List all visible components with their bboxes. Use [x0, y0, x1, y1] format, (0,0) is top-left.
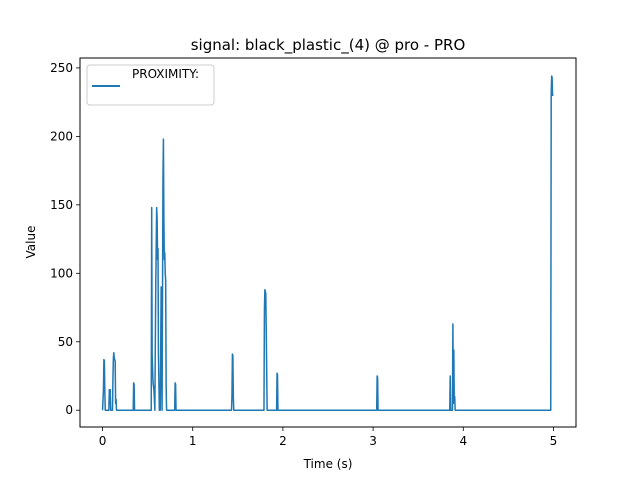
x-tick-label: 0	[99, 434, 107, 448]
y-tick-label: 250	[50, 61, 73, 75]
x-tick-label: 4	[459, 434, 467, 448]
y-axis: 0 50 100 150 200 250	[50, 61, 80, 417]
y-tick-label: 200	[50, 129, 73, 143]
x-axis-label: Time (s)	[303, 457, 353, 471]
y-tick-label: 50	[58, 335, 73, 349]
y-tick-label: 100	[50, 266, 73, 280]
axes-frame	[79, 57, 577, 428]
x-tick-label: 5	[550, 434, 558, 448]
legend-box	[86, 64, 215, 106]
x-axis: 0 1 2 3 4 5	[99, 427, 558, 448]
chart-title: signal: black_plastic_(4) @ pro - PRO	[191, 36, 466, 55]
x-tick-label: 3	[369, 434, 377, 448]
y-tick-label: 0	[65, 403, 73, 417]
plot-area	[101, 75, 554, 411]
x-tick-label: 1	[189, 434, 197, 448]
y-tick-label: 150	[50, 198, 73, 212]
series-line-0	[101, 75, 554, 411]
x-tick-label: 2	[279, 434, 287, 448]
y-axis-label: Value	[24, 226, 38, 259]
legend-label: PROXIMITY:	[132, 67, 199, 81]
legend: PROXIMITY:	[86, 64, 215, 106]
